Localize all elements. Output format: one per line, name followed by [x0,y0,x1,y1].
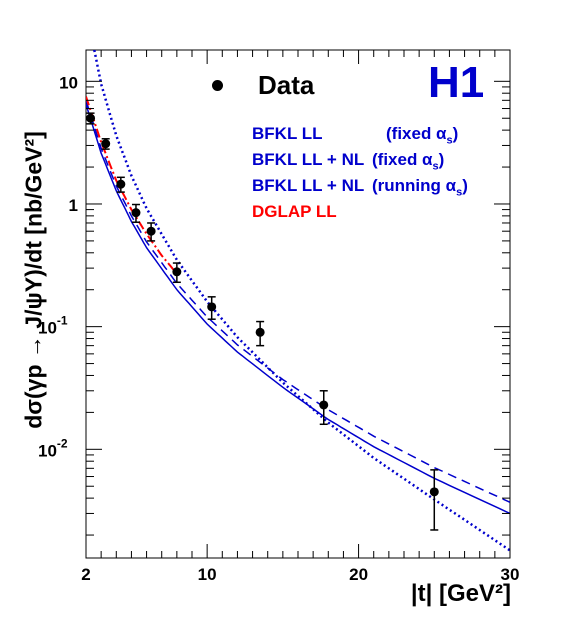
y-tick-label: 10-2 [38,436,68,460]
x-axis-label-text: |t| [GeV²] [410,580,511,607]
h1-logo: H1 [428,58,485,107]
data-legend-label: Data [258,70,315,100]
legend-note-bfkl-ll: (fixed αs) [386,124,459,147]
data-marker-icon [212,80,223,91]
legend-item-bfkl-ll-nl-running: BFKL LL + NL (running αs) [200,176,510,198]
data-point [101,139,111,149]
series-line-0 [86,104,510,515]
legend-label-dglap-ll: DGLAP LL [252,202,337,221]
data-point [131,208,141,218]
legend-label-bfkl-ll-nl-running: BFKL LL + NL [252,176,365,195]
legend-label-bfkl-ll: BFKL LL [252,124,323,143]
data-point [255,327,265,337]
data-point [116,179,126,189]
data-point [429,487,439,497]
x-tick-label: 10 [198,565,217,584]
legend-note-bfkl-ll-nl-running: (running αs) [372,176,468,199]
y-tick-label: 1 [69,196,78,215]
x-tick-label: 2 [81,565,90,584]
legend-item-bfkl-ll: BFKL LL (fixed αs) [200,124,510,146]
legend-note-bfkl-ll-nl-fixed: (fixed αs) [372,150,445,173]
x-tick-label: 30 [501,565,520,584]
legend-item-bfkl-ll-nl-fixed: BFKL LL + NL (fixed αs) [200,150,510,172]
y-tick-label: 10 [59,73,78,92]
legend-item-dglap-ll: DGLAP LL [200,202,510,224]
data-point [207,302,217,312]
data-point [172,267,182,277]
legend-label-bfkl-ll-nl-fixed: BFKL LL + NL [252,150,365,169]
y-axis-label: dσ(γp → J/ψY)/dt [nb/GeV²] [21,131,48,429]
series-line-1 [86,100,510,503]
y-tick-label: 10-1 [38,314,68,338]
data-point [319,400,329,410]
data-point [146,226,156,236]
y-axis-label-text: dσ(γp → J/ψY)/dt [nb/GeV²] [20,131,47,429]
x-tick-label: 20 [349,565,368,584]
x-axis-label: |t| [GeV²] [411,580,511,608]
series-line-3 [86,96,178,275]
